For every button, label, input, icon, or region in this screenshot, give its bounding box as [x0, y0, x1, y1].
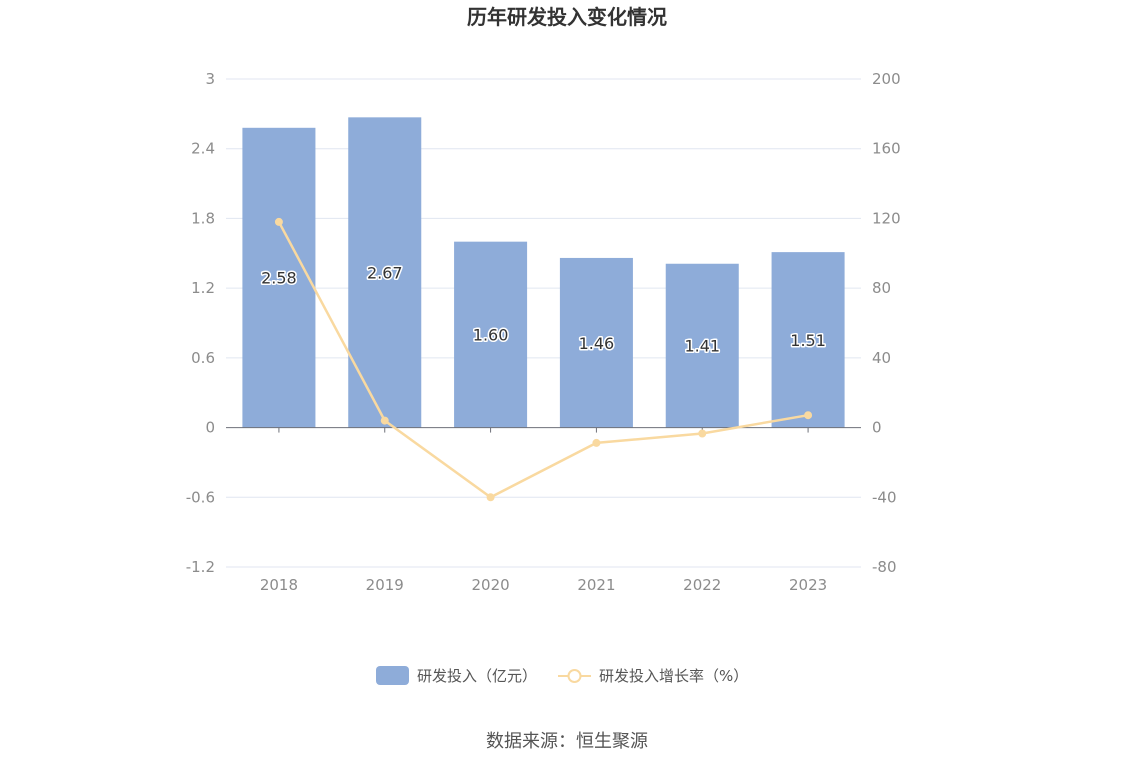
x-tick-label: 2023 [789, 576, 827, 594]
source-note: 数据来源：恒生聚源 [486, 731, 648, 752]
bar [454, 241, 528, 428]
y-left-tick-label: 0.6 [191, 349, 215, 367]
chart-title: 历年研发投入变化情况 [467, 5, 667, 29]
y-right-tick-label: 0 [872, 419, 882, 437]
line-series [274, 217, 813, 502]
legend-item-line[interactable]: 研发投入增长率（%） [558, 667, 748, 685]
x-tick-label: 2020 [471, 576, 509, 594]
y-right-tick-label: 200 [872, 70, 901, 88]
line-path [277, 221, 809, 499]
y-left-tick-label: -1.2 [186, 558, 215, 576]
bar-data-label: 1.51 [790, 331, 826, 350]
grid [226, 78, 861, 568]
legend-line-label: 研发投入增长率（%） [599, 667, 748, 685]
data-labels: 2.58 2.67 1.60 1.46 1.41 1.51 [260, 262, 828, 357]
line-point [592, 438, 601, 447]
y-right-tick-label: 160 [872, 140, 901, 158]
line-point [486, 493, 495, 502]
y-right-tick-label: 40 [872, 349, 891, 367]
bar-data-label: 1.46 [579, 334, 615, 353]
y-right-tick-label: -80 [872, 558, 897, 576]
line-point [274, 217, 283, 226]
line-point [698, 429, 707, 438]
bar [242, 127, 316, 428]
bar-data-label: 2.67 [367, 263, 403, 282]
legend-item-bar[interactable]: 研发投入（亿元） [376, 666, 537, 685]
bar-data-label: 1.60 [473, 326, 509, 345]
bar [771, 252, 845, 428]
bar-data-label: 1.41 [684, 337, 720, 356]
y-left-tick-label: 1.8 [191, 209, 215, 227]
y-left-tick-label: 3 [205, 70, 215, 88]
y-left-tick-label: 2.4 [191, 140, 215, 158]
x-tick-label: 2021 [577, 576, 615, 594]
legend-line-marker [567, 669, 582, 683]
legend-bar-swatch [376, 666, 409, 685]
line-point [804, 411, 813, 420]
bar-series [242, 117, 845, 428]
legend: 研发投入（亿元） 研发投入增长率（%） [376, 666, 748, 685]
x-tick-label: 2018 [260, 576, 298, 594]
y-right-tick-label: 120 [872, 209, 901, 227]
bar [559, 257, 633, 428]
y-right-tick-label: 80 [872, 279, 891, 297]
axes: 3 200 2.4 160 1.8 120 1.2 80 0.6 40 0 0 -0.6 -40 -1.2 -… [186, 70, 901, 594]
line-point [380, 416, 389, 425]
y-left-tick-label: -0.6 [186, 488, 215, 506]
x-tick-label: 2022 [683, 576, 721, 594]
legend-bar-label: 研发投入（亿元） [417, 667, 537, 685]
y-left-tick-label: 0 [205, 419, 215, 437]
y-left-tick-label: 1.2 [191, 279, 215, 297]
bar [665, 263, 739, 428]
y-right-tick-label: -40 [872, 488, 897, 506]
bar-data-label: 2.58 [261, 269, 297, 288]
x-tick-label: 2019 [366, 576, 404, 594]
